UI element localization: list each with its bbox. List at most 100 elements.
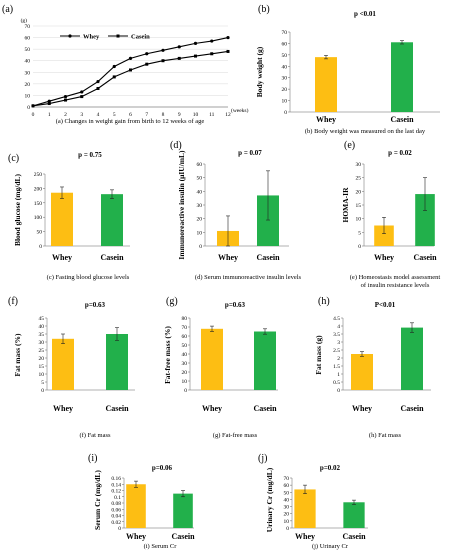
- y-unit-label-a: (g): [21, 17, 28, 24]
- x-tick-label-a: 2: [64, 112, 67, 118]
- caption-i: (i) Serum Cr: [144, 543, 178, 550]
- y-tick-label-i: 0.06: [111, 507, 121, 513]
- y-tick-label-c: 150: [34, 201, 43, 207]
- x-tick-label-a: 10: [193, 112, 199, 118]
- point-casein: [194, 54, 197, 58]
- y-tick-label-h: 0.5: [333, 380, 340, 386]
- category-label-c: Casein: [100, 253, 124, 262]
- y-tick-label-i: 0.12: [111, 489, 121, 495]
- p-value-b: p <0.01: [354, 10, 376, 18]
- point-casein: [47, 102, 51, 106]
- category-label-h: Casein: [400, 404, 424, 413]
- x-tick-label-a: 11: [209, 112, 215, 118]
- y-tick-label-d: 50: [197, 176, 203, 182]
- y-tick-label-h: 2: [337, 356, 340, 362]
- bar-whey-b: [315, 57, 337, 112]
- y-tick-label-f: 45: [39, 316, 45, 322]
- bar-casein-e: [415, 194, 435, 246]
- category-label-b: Whey: [316, 115, 336, 124]
- y-tick-label-e: 10: [356, 217, 362, 223]
- category-label-d: Casein: [256, 253, 280, 262]
- y-axis-label-e: HOMA-IR: [341, 187, 350, 223]
- caption-j: (j) Urinary Cr: [312, 543, 349, 550]
- panel-letter-d: (d): [170, 140, 182, 151]
- y-tick-label-j: 50: [284, 490, 290, 496]
- y-tick-label-d: 30: [197, 203, 203, 209]
- category-label-i: Casein: [171, 532, 195, 541]
- p-value-g: p=0.63: [225, 301, 246, 309]
- y-tick-label-e: 5: [358, 230, 361, 236]
- p-value-j: p=0.02: [320, 464, 341, 472]
- y-tick-label-i: 0: [118, 526, 121, 532]
- y-tick-label-f: 20: [39, 356, 45, 362]
- y-tick-label-j: 30: [284, 505, 290, 511]
- bar-casein-d: [257, 195, 279, 246]
- bar-whey-g: [201, 328, 223, 390]
- caption-h: (h) Fat mass: [369, 432, 402, 439]
- y-tick-label-d: 20: [197, 217, 203, 223]
- y-tick-label-j: 10: [284, 519, 290, 525]
- y-tick-label-f: 10: [39, 372, 45, 378]
- y-tick-label-c: 200: [34, 186, 43, 192]
- bar-casein-b: [391, 42, 413, 112]
- y-tick-label-b: 0: [284, 110, 287, 116]
- category-label-e: Whey: [374, 253, 394, 262]
- p-value-d: p = 0.07: [238, 149, 262, 157]
- y-tick-label-j: 70: [284, 476, 290, 482]
- point-whey: [193, 41, 198, 45]
- y-tick-label-a: 40: [25, 59, 31, 65]
- panel-letter-g: (g): [166, 296, 178, 307]
- x-tick-label-a: 8: [162, 112, 165, 118]
- point-casein: [31, 104, 35, 108]
- x-tick-label-a: 6: [129, 112, 132, 118]
- bar-whey-i: [126, 484, 146, 528]
- bar-casein-j: [343, 502, 365, 528]
- x-tick-label-a: 7: [145, 112, 148, 118]
- y-tick-label-f: 15: [39, 364, 45, 370]
- bar-whey-h: [351, 354, 373, 390]
- point-casein: [145, 62, 149, 66]
- category-label-d: Whey: [218, 253, 238, 262]
- caption-c: (c) Fasting blood glucose levels: [47, 274, 130, 281]
- y-tick-label-j: 60: [284, 483, 290, 489]
- bar-whey-e: [374, 225, 394, 246]
- x-tick-label-a: 4: [97, 112, 100, 118]
- x-tick-label-a: 12: [225, 112, 231, 118]
- y-tick-label-h: 1.5: [333, 364, 340, 370]
- legend-marker-casein: [116, 34, 120, 38]
- y-tick-label-g: 20: [182, 370, 188, 376]
- point-whey: [47, 99, 51, 103]
- point-casein: [112, 75, 116, 79]
- bar-casein-f: [106, 334, 128, 390]
- panel-letter-h: (h): [318, 296, 330, 307]
- category-label-j: Whey: [295, 532, 315, 541]
- y-tick-label-i: 0.1: [114, 495, 121, 501]
- point-whey: [112, 64, 116, 69]
- point-casein: [161, 59, 165, 63]
- y-axis-label-g: Fat-free mass (%): [163, 326, 172, 384]
- y-tick-label-h: 4.5: [333, 316, 340, 322]
- y-tick-label-f: 35: [39, 332, 45, 338]
- point-whey: [210, 39, 214, 43]
- y-tick-label-f: 25: [39, 348, 45, 354]
- point-casein: [226, 49, 230, 53]
- category-label-c: Whey: [52, 253, 72, 262]
- category-label-f: Whey: [53, 404, 73, 413]
- bar-whey-j: [294, 489, 316, 528]
- x-unit-label-a: (weeks): [231, 107, 249, 114]
- y-tick-label-g: 70: [182, 325, 188, 331]
- legend-marker-whey: [68, 34, 72, 38]
- y-tick-label-f: 5: [41, 380, 44, 386]
- caption-a: (a) Changes in weight gain from birth to…: [56, 118, 205, 125]
- point-whey: [161, 48, 165, 52]
- bar-casein-h: [401, 327, 423, 390]
- y-tick-label-a: 10: [25, 93, 31, 99]
- y-tick-label-g: 10: [182, 379, 188, 385]
- y-tick-label-a: 70: [25, 24, 31, 30]
- point-casein: [96, 86, 100, 90]
- p-value-h: P<0.01: [375, 301, 396, 309]
- panel-letter-i: (i): [88, 453, 97, 464]
- p-value-e: p = 0.02: [388, 149, 412, 157]
- y-tick-label-f: 0: [41, 388, 44, 394]
- x-tick-label-a: 3: [80, 112, 83, 118]
